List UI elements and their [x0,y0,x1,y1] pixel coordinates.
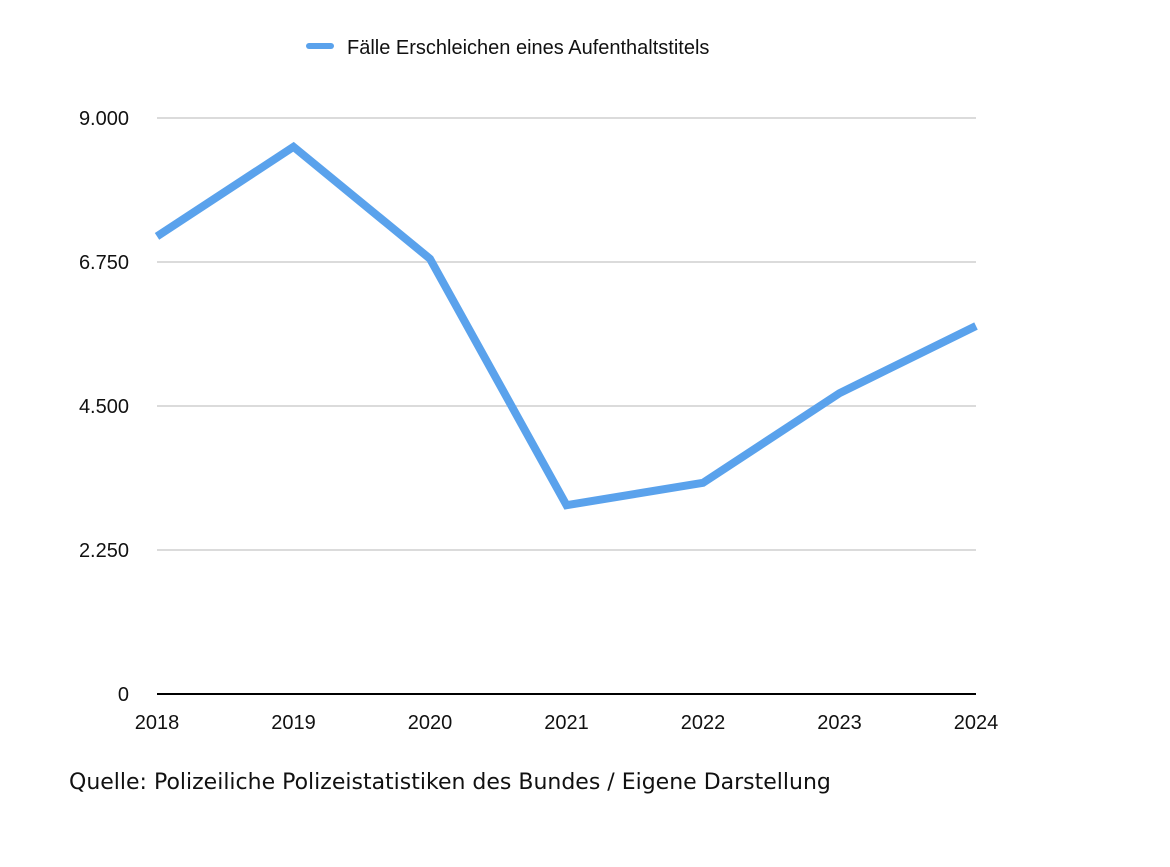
legend: Fälle Erschleichen eines Aufenthaltstite… [306,37,709,59]
x-tick-label: 2024 [954,712,999,734]
x-tick-label: 2019 [271,712,316,734]
x-tick-label: 2023 [817,712,862,734]
source-note: Quelle: Polizeiliche Polizeistatistiken … [69,770,831,795]
y-tick-label: 6.750 [79,252,129,274]
line-chart: Fälle Erschleichen eines Aufenthaltstite… [79,37,999,734]
y-tick-label: 2.250 [79,540,129,562]
x-tick-label: 2021 [544,712,589,734]
y-axis-tick-labels: 0 2.250 4.500 6.750 9.000 [79,108,129,706]
x-tick-label: 2022 [681,712,726,734]
legend-label: Fälle Erschleichen eines Aufenthaltstite… [347,37,709,59]
gridlines [157,117,976,551]
series-line [154,141,978,510]
y-tick-label: 4.500 [79,396,129,418]
x-tick-label: 2018 [135,712,180,734]
y-tick-label: 9.000 [79,108,129,130]
x-axis-tick-labels: 2018 2019 2020 2021 2022 2023 2024 [135,712,999,734]
y-tick-label: 0 [118,684,129,706]
x-tick-label: 2020 [408,712,453,734]
